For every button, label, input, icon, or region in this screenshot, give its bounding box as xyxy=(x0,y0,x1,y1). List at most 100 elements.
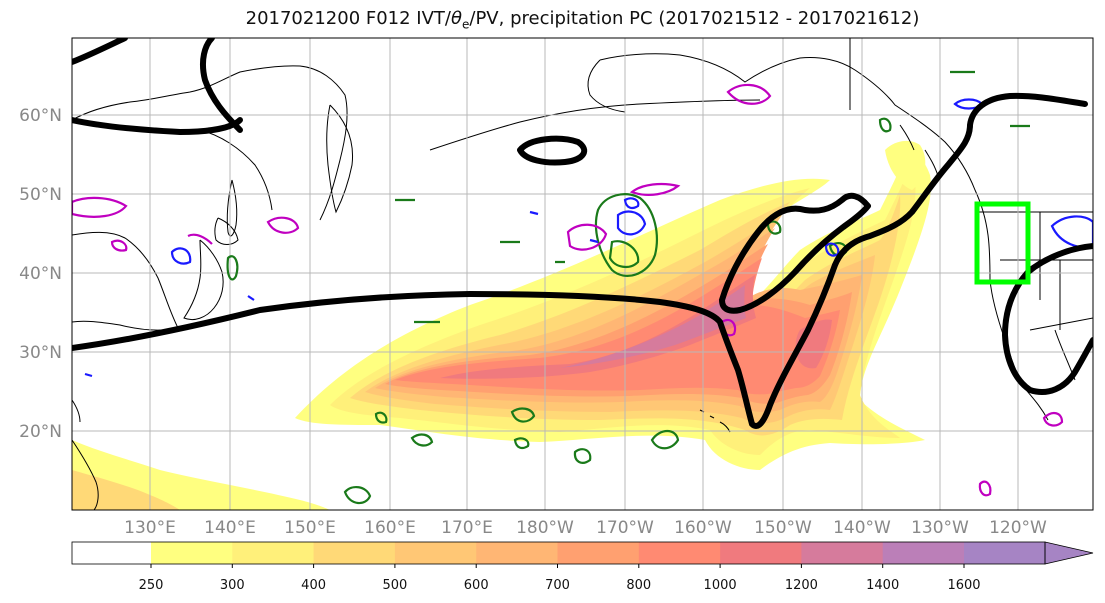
pv-magenta-8 xyxy=(1042,412,1064,427)
ivt-band-1200 xyxy=(560,285,746,368)
coast-alaska-west xyxy=(587,59,626,113)
pv-green-1 xyxy=(594,193,658,277)
theta-e-small-loop xyxy=(517,135,588,166)
lon-label-130e: 130°E xyxy=(124,518,176,538)
colorbar-tick-label: 1200 xyxy=(785,578,818,593)
coast-japan xyxy=(183,239,224,321)
colorbar-frame xyxy=(71,541,1046,565)
title-theta: θ xyxy=(450,8,462,29)
pv-green-8 xyxy=(226,255,239,281)
map-frame xyxy=(71,37,1094,511)
colorbar-tick-label: 250 xyxy=(139,578,164,593)
colorbar-cell xyxy=(313,542,396,564)
colorbar-tick-label: 500 xyxy=(382,578,407,593)
colorbar-cell xyxy=(232,542,315,564)
graticule xyxy=(72,38,1093,510)
pv-blue-4 xyxy=(1050,215,1093,249)
lon-label-160w: 160°W xyxy=(674,518,732,538)
ivt-band-800 xyxy=(395,258,840,395)
pv-green-4 xyxy=(343,486,372,505)
theta-e-kamchatka xyxy=(200,38,243,133)
pv-blue-contours xyxy=(84,98,1093,378)
pv-magenta-3 xyxy=(72,196,128,218)
pv-green-5 xyxy=(573,448,592,464)
lon-label-120w: 120°W xyxy=(989,518,1047,538)
theta-e-contours xyxy=(72,38,1093,429)
pv-green-2 xyxy=(608,240,640,268)
pv-magenta-6 xyxy=(110,239,128,252)
colorbar-cell xyxy=(151,542,233,564)
coast-hokkaido xyxy=(214,217,239,245)
pv-green-10 xyxy=(766,220,782,235)
colorbar-cell-below xyxy=(72,542,151,564)
lon-label-160e: 160°E xyxy=(364,518,416,538)
chart-title: 2017021200 F012 IVT/θe/PV, precipitation… xyxy=(0,8,1105,32)
pv-magenta-contours xyxy=(72,83,1064,497)
theta-e-main xyxy=(72,92,1088,429)
pv-green-11 xyxy=(513,437,530,450)
colorbar-ticks: 250 300 400 500 600 700 800 1000 1200 1400 1600 xyxy=(139,564,981,593)
title-theta-sub: e xyxy=(462,17,470,32)
coast-okhotsk xyxy=(199,129,273,211)
pv-green-6 xyxy=(650,429,680,450)
theta-e-loop xyxy=(719,192,871,314)
lon-label-170e: 170°E xyxy=(441,518,493,538)
ivt-band-goa xyxy=(885,140,926,190)
pv-blue-2 xyxy=(623,197,640,210)
lon-labels: 130°E 140°E 150°E 160°E 170°E 180°W 170°… xyxy=(124,518,1047,538)
lon-label-170w: 170°W xyxy=(596,518,654,538)
colorbar-extend-arrow xyxy=(1044,541,1094,565)
coast-sakhalin xyxy=(226,179,238,237)
colorbar-cell xyxy=(964,542,1045,564)
colorbar-cell xyxy=(882,542,965,564)
colorbar-cell xyxy=(801,542,884,564)
pv-blue-1 xyxy=(616,210,647,236)
colorbar-tick-label: 600 xyxy=(464,578,489,593)
pv-magenta-5 xyxy=(629,182,681,196)
colorbar-tick-label: 300 xyxy=(220,578,245,593)
colorbar-tick-label: 1600 xyxy=(947,578,980,593)
border-mexico xyxy=(1029,317,1093,331)
pv-green-12 xyxy=(395,70,1030,324)
lat-labels: 60°N 50°N 40°N 30°N 20°N xyxy=(19,106,62,442)
lat-label-50: 50°N xyxy=(19,185,62,205)
lon-label-150w: 150°W xyxy=(754,518,812,538)
lat-label-40: 40°N xyxy=(19,264,62,284)
coast-aleutians xyxy=(429,99,761,151)
title-suffix: /PV, precipitation PC (2017021512 - 2017… xyxy=(469,8,920,29)
lon-label-150e: 150°E xyxy=(284,518,336,538)
coast-taiwan-phil xyxy=(72,399,99,510)
lat-label-60: 60°N xyxy=(19,106,62,126)
theta-e-corner xyxy=(72,38,128,65)
coast-korea-china xyxy=(72,231,179,331)
coast-kamchatka xyxy=(326,104,354,214)
pv-blue-3 xyxy=(170,247,192,265)
pv-magenta-2 xyxy=(726,83,772,105)
colorbar-cell xyxy=(557,542,640,564)
highlight-box xyxy=(974,201,1031,285)
colorbar-tick-label: 1000 xyxy=(704,578,737,593)
pv-green-14 xyxy=(374,411,388,424)
lon-label-180w: 180°W xyxy=(516,518,574,538)
pv-green-13 xyxy=(878,117,892,133)
title-prefix: 2017021200 F012 IVT/ xyxy=(245,8,451,29)
lon-label-140w: 140°W xyxy=(833,518,891,538)
lon-label-130w: 130°W xyxy=(911,518,969,538)
colorbar-cell xyxy=(394,542,477,564)
colorbar-cell xyxy=(638,542,721,564)
pv-magenta-4 xyxy=(266,216,300,234)
pv-blue-7 xyxy=(84,210,599,378)
ivt-band-sw-inner xyxy=(72,470,180,510)
pv-magenta-10 xyxy=(187,233,213,245)
theta-e-southeast xyxy=(1002,243,1093,395)
colorbar-cell xyxy=(720,542,802,564)
pv-green-3 xyxy=(410,433,434,447)
lon-label-140e: 140°E xyxy=(204,518,256,538)
theta-e-northwest xyxy=(72,117,243,135)
pv-magenta-1 xyxy=(566,223,608,251)
colorbar-tick-label: 700 xyxy=(545,578,570,593)
colorbar-cells xyxy=(72,542,1045,564)
pv-green-7 xyxy=(510,407,536,423)
colorbar-cell xyxy=(476,542,558,564)
